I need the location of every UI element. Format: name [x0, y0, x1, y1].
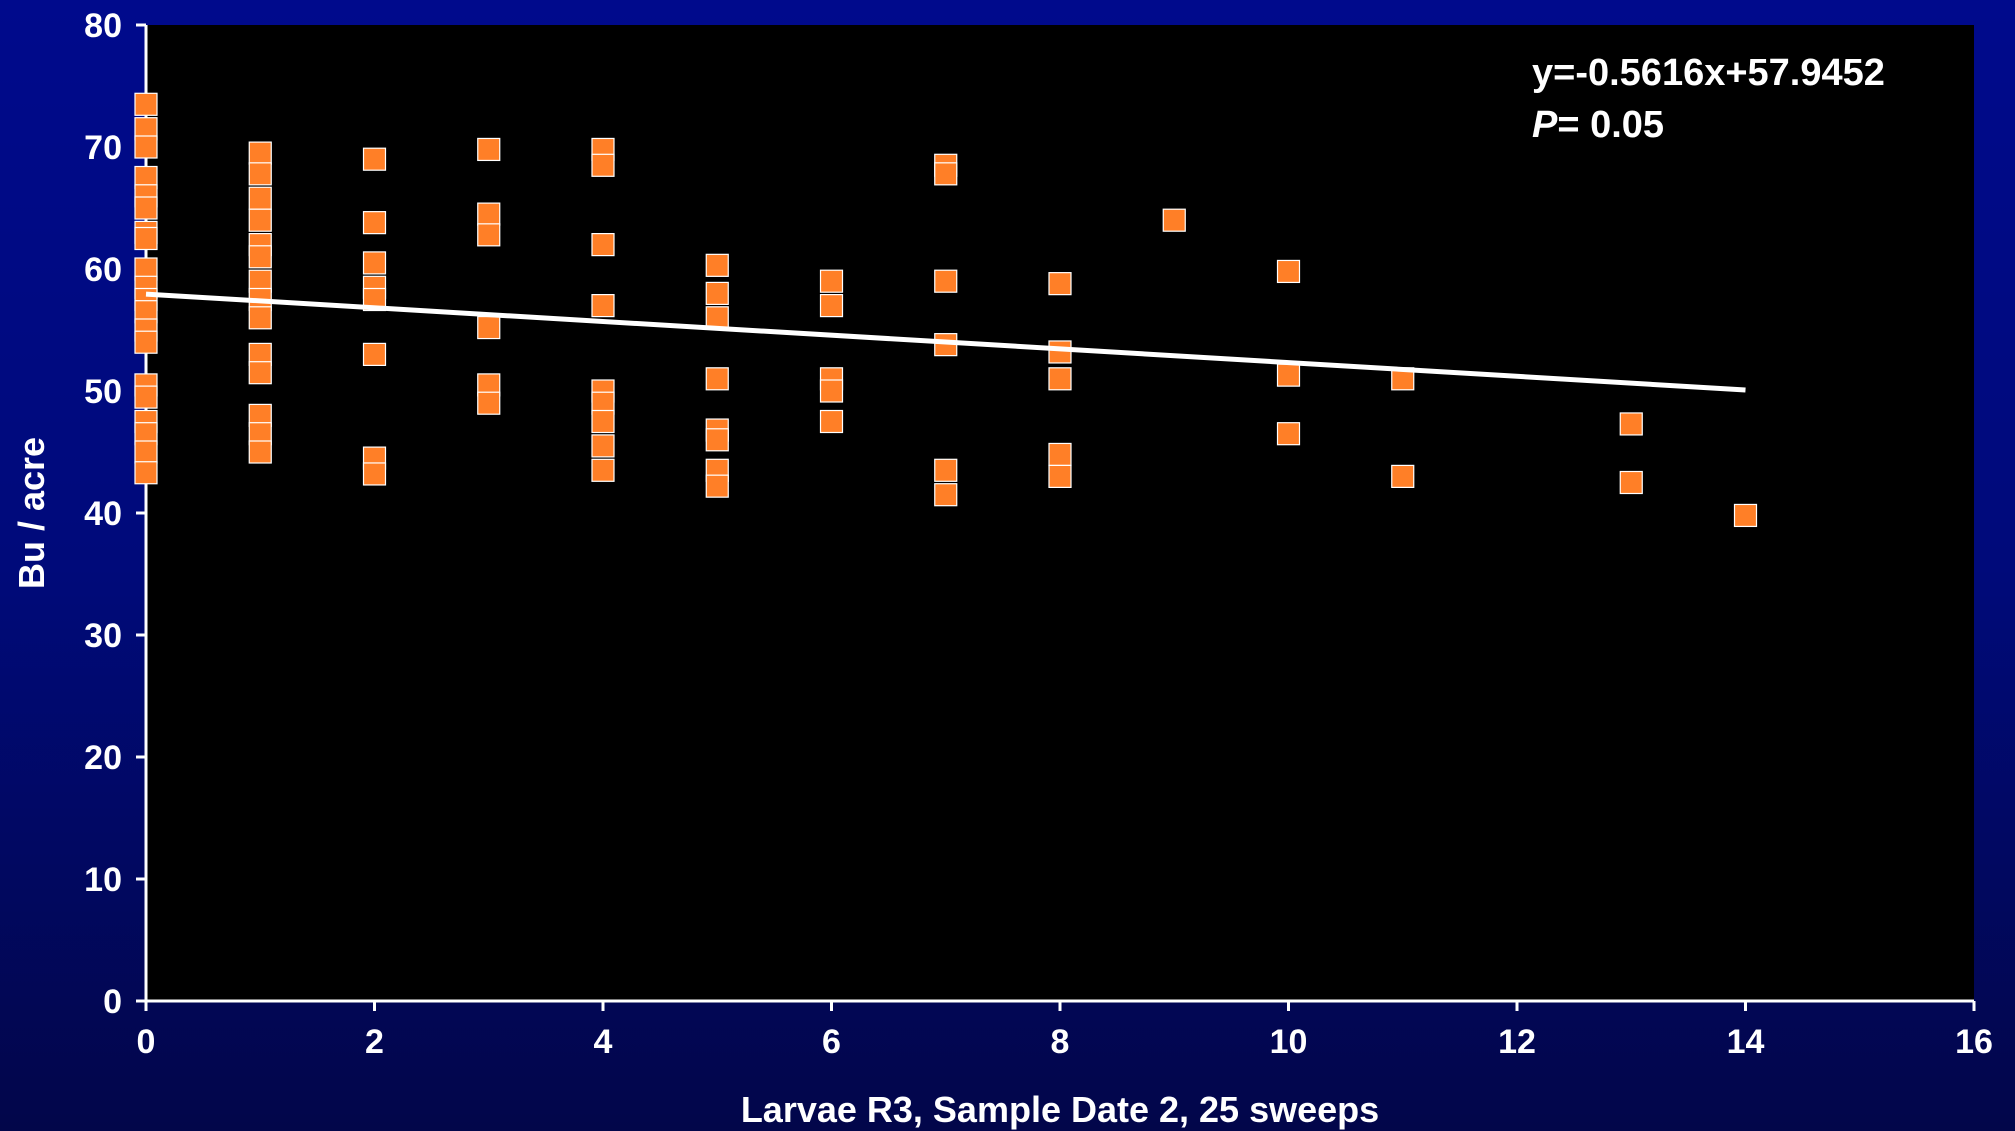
x-tick-label: 6	[822, 1023, 841, 1061]
data-point	[362, 462, 387, 486]
data-point	[134, 461, 158, 485]
y-tick-label: 30	[84, 617, 122, 655]
data-point	[819, 294, 844, 318]
data-point	[362, 147, 387, 171]
data-point	[248, 361, 272, 385]
data-point	[1276, 363, 1301, 387]
x-tick-label: 10	[1270, 1023, 1308, 1061]
data-point	[248, 208, 272, 232]
data-point	[819, 379, 844, 403]
y-tick-label: 0	[103, 983, 122, 1021]
data-point	[362, 251, 387, 275]
data-point	[819, 269, 844, 293]
data-point	[591, 409, 615, 434]
data-point	[1619, 470, 1643, 495]
data-point	[705, 253, 729, 277]
data-point	[1276, 259, 1301, 284]
data-point	[819, 409, 844, 434]
y-tick-label: 50	[84, 373, 122, 411]
data-point	[934, 162, 958, 186]
data-point	[705, 474, 729, 498]
data-point	[134, 135, 158, 159]
p-symbol: P	[1532, 104, 1558, 146]
data-point	[248, 162, 272, 186]
data-point	[591, 294, 615, 318]
data-point	[1048, 464, 1072, 488]
data-point	[134, 385, 158, 409]
data-point	[477, 137, 501, 162]
x-tick-label: 0	[137, 1023, 156, 1061]
x-tick-label: 16	[1955, 1023, 1993, 1061]
y-tick-label: 10	[84, 861, 122, 899]
x-tick-label: 2	[365, 1023, 384, 1061]
data-point	[362, 211, 387, 235]
data-point	[1276, 422, 1301, 446]
y-tick-label: 70	[84, 129, 122, 167]
x-tick-label: 12	[1498, 1023, 1536, 1061]
data-point	[477, 391, 501, 415]
data-point	[134, 226, 158, 251]
data-point	[134, 196, 158, 220]
data-point	[248, 245, 272, 269]
data-point	[591, 458, 615, 482]
data-point	[934, 269, 958, 293]
data-point	[705, 428, 729, 452]
p-value-label: P= 0.05	[1532, 104, 1664, 146]
data-point	[477, 202, 501, 226]
data-point	[1733, 503, 1758, 528]
data-point	[705, 367, 729, 391]
data-point	[248, 440, 272, 464]
equation-label: y=-0.5616x+57.9452	[1532, 52, 1885, 94]
y-tick-label: 20	[84, 739, 122, 777]
data-point	[1391, 464, 1415, 488]
trendline	[145, 291, 1746, 393]
tick-labels: 0 10 20 30 40 50 60 70 80 0 2 4 6 8 10 12 14 16	[84, 7, 1993, 1061]
data-point	[248, 306, 272, 330]
data-point	[248, 141, 272, 165]
data-point	[362, 342, 387, 366]
data-point	[591, 153, 615, 177]
data-point	[134, 440, 158, 464]
plot-area	[146, 25, 1974, 1001]
x-axis-title: Larvae R3, Sample Date 2, 25 sweeps	[741, 1089, 1379, 1130]
y-tick-label: 40	[84, 495, 122, 533]
y-tick-label: 80	[84, 7, 122, 45]
data-point	[248, 186, 272, 210]
y-axis-title: Bu / acre	[11, 437, 52, 589]
data-point	[705, 281, 729, 305]
data-point	[1048, 272, 1072, 296]
x-tick-label: 4	[594, 1023, 613, 1061]
x-tick-label: 8	[1051, 1023, 1070, 1061]
data-point	[477, 223, 501, 247]
data-point	[134, 330, 158, 354]
data-point	[134, 92, 158, 116]
data-point	[1048, 442, 1072, 467]
data-point	[1619, 412, 1643, 436]
data-point	[1048, 340, 1072, 364]
x-tick-label: 14	[1727, 1023, 1765, 1061]
data-point	[591, 434, 615, 458]
data-point	[477, 315, 501, 340]
data-point	[934, 483, 958, 507]
data-point	[591, 233, 615, 257]
data-point	[1162, 208, 1186, 232]
data-point	[934, 458, 958, 482]
y-tick-label: 60	[84, 251, 122, 289]
data-point	[1048, 367, 1072, 391]
p-value: = 0.05	[1557, 104, 1664, 146]
